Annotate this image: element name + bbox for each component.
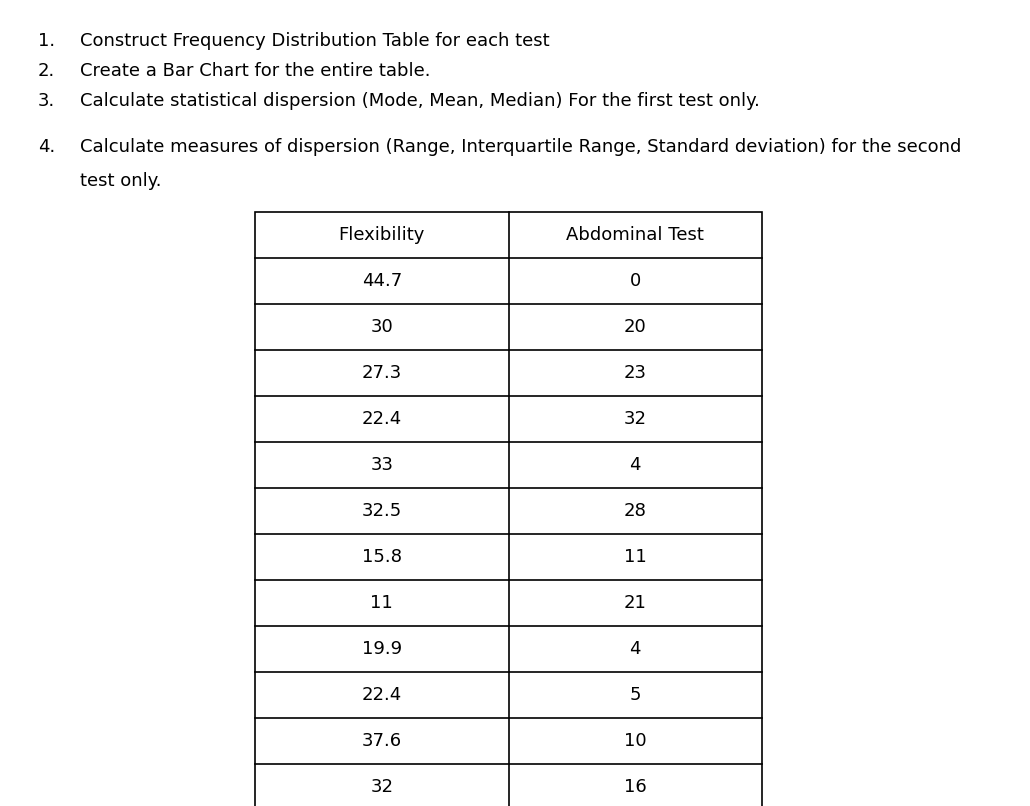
Text: 20: 20 [624,318,647,336]
Bar [255,212,762,806]
Text: 28: 28 [624,502,647,520]
Text: 44.7: 44.7 [362,272,402,290]
Text: 32: 32 [370,778,393,796]
Text: Abdominal Test: Abdominal Test [566,226,705,244]
Text: 1.: 1. [38,32,56,50]
Text: 4: 4 [629,456,641,474]
Text: 5: 5 [629,686,641,704]
Text: Flexibility: Flexibility [339,226,425,244]
Text: 4: 4 [629,640,641,658]
Text: 4.: 4. [38,138,56,156]
Text: 19.9: 19.9 [362,640,402,658]
Text: 23: 23 [624,364,647,382]
Text: 11: 11 [624,548,647,566]
Text: 30: 30 [371,318,393,336]
Text: test only.: test only. [80,172,162,190]
Text: 15.8: 15.8 [362,548,402,566]
Text: Create a Bar Chart for the entire table.: Create a Bar Chart for the entire table. [80,62,431,80]
Text: Calculate measures of dispersion (Range, Interquartile Range, Standard deviation: Calculate measures of dispersion (Range,… [80,138,961,156]
Text: 10: 10 [624,732,647,750]
Text: 2.: 2. [38,62,56,80]
Text: 37.6: 37.6 [362,732,402,750]
Text: 32: 32 [624,410,647,428]
Text: 33: 33 [370,456,393,474]
Text: 32.5: 32.5 [362,502,402,520]
Text: 16: 16 [624,778,647,796]
Text: 22.4: 22.4 [362,686,402,704]
Text: 22.4: 22.4 [362,410,402,428]
Text: Construct Frequency Distribution Table for each test: Construct Frequency Distribution Table f… [80,32,550,50]
Text: 21: 21 [624,594,647,612]
Text: 0: 0 [629,272,641,290]
Text: 27.3: 27.3 [362,364,402,382]
Text: Calculate statistical dispersion (Mode, Mean, Median) For the first test only.: Calculate statistical dispersion (Mode, … [80,92,760,110]
Text: 3.: 3. [38,92,56,110]
Text: 11: 11 [371,594,393,612]
